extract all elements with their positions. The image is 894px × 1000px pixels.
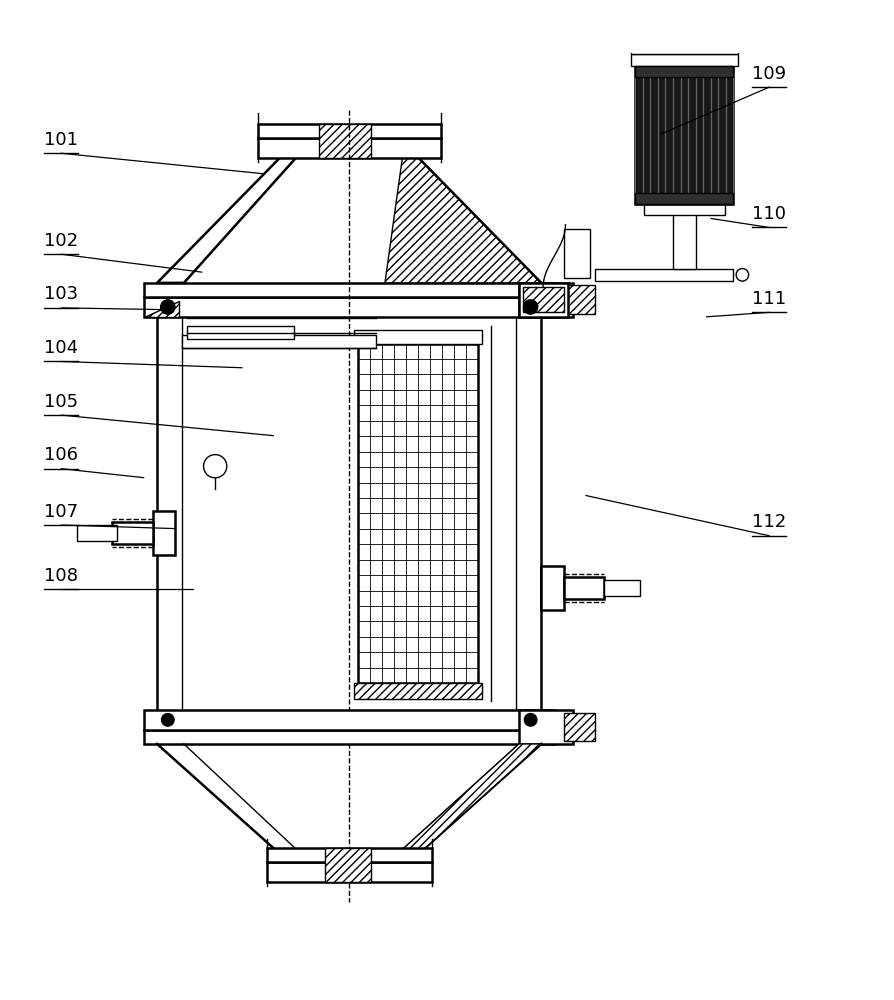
Bar bbox=[144, 730, 554, 744]
Text: 106: 106 bbox=[45, 446, 79, 464]
Bar bbox=[635, 193, 733, 204]
Bar bbox=[563, 577, 603, 599]
Text: 105: 105 bbox=[45, 393, 79, 411]
Text: 109: 109 bbox=[751, 65, 786, 83]
Bar bbox=[144, 710, 554, 730]
Circle shape bbox=[161, 714, 173, 726]
Bar bbox=[77, 525, 117, 541]
Polygon shape bbox=[157, 158, 296, 283]
Circle shape bbox=[160, 300, 174, 314]
Circle shape bbox=[524, 714, 536, 726]
Bar bbox=[630, 54, 737, 66]
Bar bbox=[266, 862, 432, 882]
Bar bbox=[519, 283, 568, 317]
Bar bbox=[257, 138, 441, 158]
Text: 104: 104 bbox=[45, 339, 79, 357]
Circle shape bbox=[523, 300, 537, 314]
Text: 102: 102 bbox=[45, 232, 79, 250]
Bar bbox=[181, 335, 375, 348]
Bar bbox=[325, 848, 370, 882]
Bar bbox=[144, 283, 554, 297]
Bar bbox=[353, 683, 482, 699]
Bar bbox=[644, 204, 724, 215]
Text: 110: 110 bbox=[751, 205, 785, 223]
Polygon shape bbox=[384, 158, 541, 283]
Bar bbox=[563, 229, 590, 278]
Bar bbox=[519, 710, 572, 744]
Bar bbox=[523, 287, 563, 312]
Bar bbox=[630, 45, 737, 54]
Polygon shape bbox=[393, 744, 541, 862]
Bar bbox=[144, 297, 554, 317]
Bar bbox=[358, 344, 477, 683]
Bar bbox=[113, 522, 153, 544]
Bar bbox=[186, 326, 293, 339]
Text: 108: 108 bbox=[45, 567, 79, 585]
Bar bbox=[266, 848, 432, 862]
Circle shape bbox=[203, 455, 226, 478]
Text: 107: 107 bbox=[45, 503, 79, 521]
Bar bbox=[672, 210, 696, 269]
Bar bbox=[153, 511, 174, 555]
Bar bbox=[635, 66, 733, 204]
Text: 112: 112 bbox=[751, 513, 786, 531]
Bar bbox=[603, 580, 639, 596]
Bar bbox=[519, 283, 572, 317]
Circle shape bbox=[735, 269, 747, 281]
Bar bbox=[541, 566, 563, 610]
Bar bbox=[595, 269, 733, 281]
Bar bbox=[563, 285, 595, 314]
Text: 101: 101 bbox=[45, 131, 79, 149]
Bar bbox=[635, 66, 733, 77]
Text: 103: 103 bbox=[45, 285, 79, 303]
Bar bbox=[353, 330, 482, 344]
Bar bbox=[318, 124, 371, 158]
Bar bbox=[257, 124, 441, 138]
Polygon shape bbox=[144, 301, 179, 317]
Bar bbox=[563, 713, 595, 741]
Text: 111: 111 bbox=[751, 290, 786, 308]
